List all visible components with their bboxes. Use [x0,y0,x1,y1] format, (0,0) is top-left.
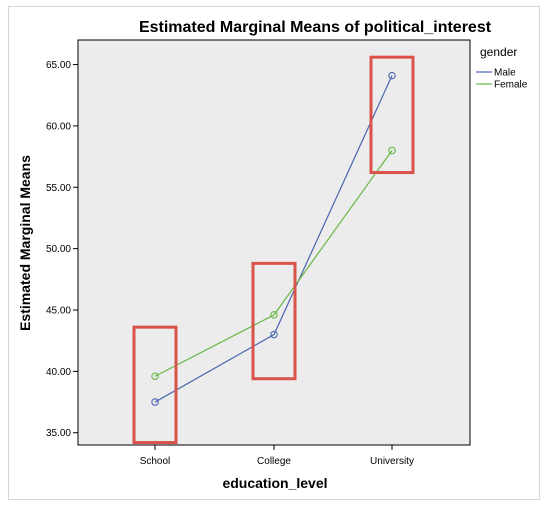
data-point-male [151,398,159,406]
series-layer [151,71,396,406]
highlight-layer [132,55,415,445]
x-tick-label: School [140,456,171,467]
highlight-box [369,55,415,175]
y-axis-title: Estimated Marginal Means [17,155,33,331]
highlight-box [251,261,297,381]
data-point-female [151,372,159,381]
y-tick-label: 35.00 [46,428,71,439]
x-axis: School College University [140,445,414,467]
data-point-male [388,71,396,80]
series-line-male [154,75,393,403]
y-tick-label: 50.00 [46,244,71,255]
data-point-female [388,146,396,155]
x-axis-title: education_level [222,475,327,491]
data-point-male [270,330,278,339]
plot-area [77,39,471,446]
y-tick-label: 60.00 [46,121,71,132]
data-point-female [270,311,278,319]
y-tick-label: 45.00 [46,306,71,317]
y-axis: 35.00 40.00 45.00 50.00 55.00 60.00 65.00 [46,60,78,439]
legend-label-female: Female [494,80,528,91]
chart-title: Estimated Marginal Means of political_in… [139,19,492,36]
y-tick-label: 40.00 [46,367,71,378]
y-tick-label: 55.00 [46,183,71,194]
series-line-female [154,150,393,377]
y-tick-label: 65.00 [46,60,71,71]
x-tick-label: College [257,456,291,467]
legend-title: gender [480,45,517,59]
x-tick-label: University [370,456,414,467]
legend-label-male: Male [494,68,516,79]
highlight-box [132,325,178,445]
